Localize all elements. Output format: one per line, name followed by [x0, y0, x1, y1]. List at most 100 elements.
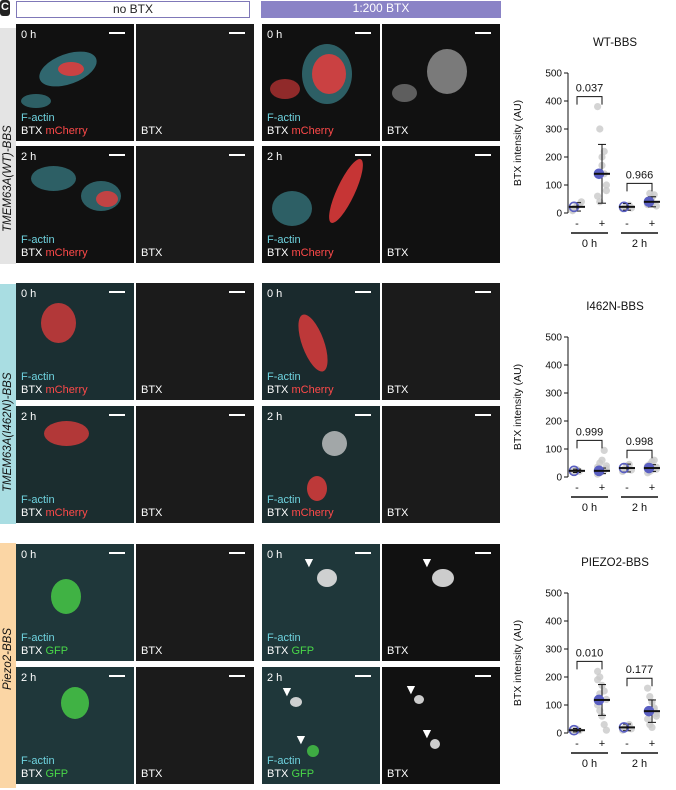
micrograph-piezo2-nobtx-2h-merge: 2 h F-actin BTX GFP [16, 667, 134, 784]
channel-label-actin: F-actin [21, 632, 55, 644]
chart-piezo2-bbs: PIEZO2-BBS BTX intensity (AU) 0 100 200 300 40… [512, 557, 660, 770]
time-label: 0 h [21, 29, 37, 41]
scale-bar [229, 414, 245, 416]
column-header-btx: 1:200 BTX [261, 1, 501, 18]
p-value-label: 0.966 [626, 169, 654, 181]
row-label-piezo2: Piezo2-BBS [2, 627, 14, 690]
micrograph-i462n-nobtx-2h-merge: 2 h F-actin BTX mCherry [16, 406, 134, 523]
micrograph-piezo2-nobtx-0h-btx: BTX [136, 544, 254, 661]
y-tick-label: 100 [545, 181, 562, 192]
chart-i462n-bbs: I462N-BBS BTX intensity (AU) 0 100 200 300 400… [512, 301, 660, 514]
data-point [602, 181, 610, 189]
scale-bar [355, 154, 371, 156]
scale-bar [109, 675, 125, 677]
significance-bracket [626, 677, 653, 687]
channel-label-actin: F-actin [267, 494, 301, 506]
scale-bar [475, 552, 491, 554]
category-label: - [625, 738, 629, 750]
channel-label-merge: BTX GFP [21, 768, 69, 780]
p-value-label: 0.010 [576, 647, 604, 659]
row-band-wt [0, 28, 16, 264]
data-point [644, 684, 652, 692]
scale-bar [109, 414, 125, 416]
chart-title: PIEZO2-BBS [581, 557, 649, 569]
y-tick-label: 100 [545, 445, 562, 456]
scale-bar [475, 291, 491, 293]
significance-bracket [626, 449, 653, 459]
y-tick-label: 500 [545, 589, 562, 600]
category-label: + [649, 482, 655, 494]
arrowhead-icon: ▼ [294, 731, 308, 747]
row-band-piezo2 [0, 543, 16, 788]
category-label: + [599, 482, 605, 494]
micrograph-wt-nobtx-0h-btx: BTX [136, 24, 254, 141]
channel-label-merge: BTX mCherry [267, 247, 334, 259]
y-tick-label: 300 [545, 125, 562, 136]
data-point [650, 456, 658, 464]
arrowhead-icon: ▼ [302, 554, 316, 570]
y-tick-label: 300 [545, 645, 562, 656]
time-label: 0 h [267, 29, 283, 41]
y-tick-label: 400 [545, 617, 562, 628]
channel-label-btx: BTX [141, 247, 163, 259]
y-tick-label: 200 [545, 417, 562, 428]
micrograph-i462n-btx-0h-merge: 0 h F-actin BTX mCherry [262, 283, 380, 400]
channel-label-merge: BTX GFP [267, 768, 315, 780]
scale-bar [475, 32, 491, 34]
data-point [594, 676, 602, 684]
category-label: - [625, 218, 629, 230]
time-label: 0 h [21, 288, 37, 300]
data-point [594, 103, 602, 111]
channel-label-merge: BTX mCherry [21, 125, 88, 137]
scale-bar [109, 154, 125, 156]
group-label: 0 h [582, 238, 597, 250]
channel-label-actin: F-actin [21, 755, 55, 767]
data-point [646, 693, 654, 701]
channel-label-actin: F-actin [267, 371, 301, 383]
scale-bar [229, 291, 245, 293]
micrograph-wt-btx-2h-btx: BTX [382, 146, 500, 263]
channel-label-btx: BTX [141, 125, 163, 137]
scale-bar [229, 675, 245, 677]
category-label: - [625, 482, 629, 494]
micrograph-wt-nobtx-0h-merge: 0 h F-actin BTX mCherry [16, 24, 134, 141]
scale-bar [475, 675, 491, 677]
micrograph-i462n-nobtx-0h-merge: 0 h F-actin BTX mCherry [16, 283, 134, 400]
group-label: 0 h [582, 758, 597, 770]
y-tick-label: 0 [556, 729, 562, 740]
time-label: 2 h [21, 151, 37, 163]
chart-title: I462N-BBS [586, 301, 644, 313]
significance-bracket [576, 439, 603, 449]
category-label: - [575, 482, 579, 494]
data-point [596, 125, 604, 133]
channel-label-merge: BTX GFP [21, 645, 69, 657]
time-label: 2 h [267, 151, 283, 163]
micrograph-i462n-btx-0h-btx: BTX [382, 283, 500, 400]
micrograph-piezo2-nobtx-0h-merge: 0 h F-actin BTX GFP [16, 544, 134, 661]
scale-bar [109, 552, 125, 554]
category-label: + [599, 738, 605, 750]
y-tick-label: 500 [545, 69, 562, 80]
micrograph-i462n-nobtx-2h-btx: BTX [136, 406, 254, 523]
p-value-label: 0.999 [576, 426, 604, 438]
y-tick-label: 0 [556, 209, 562, 220]
time-label: 2 h [267, 411, 283, 423]
figure-label-c: C [0, 0, 10, 16]
row-label-wt: TMEM63A(WT)-BBS [2, 125, 14, 232]
significance-bracket [576, 660, 603, 670]
p-value-label: 0.998 [626, 436, 654, 448]
channel-label-btx: BTX [387, 247, 409, 259]
significance-bracket [626, 182, 653, 192]
data-point [594, 667, 602, 675]
category-label: - [575, 738, 579, 750]
channel-label-btx: BTX [387, 645, 409, 657]
time-label: 2 h [267, 672, 283, 684]
y-tick-label: 300 [545, 389, 562, 400]
data-point [598, 712, 606, 720]
data-point [600, 446, 608, 454]
data-point [598, 456, 606, 464]
scale-bar [109, 32, 125, 34]
scale-bar [475, 414, 491, 416]
group-label: 0 h [582, 502, 597, 514]
significance-bracket [576, 96, 603, 105]
